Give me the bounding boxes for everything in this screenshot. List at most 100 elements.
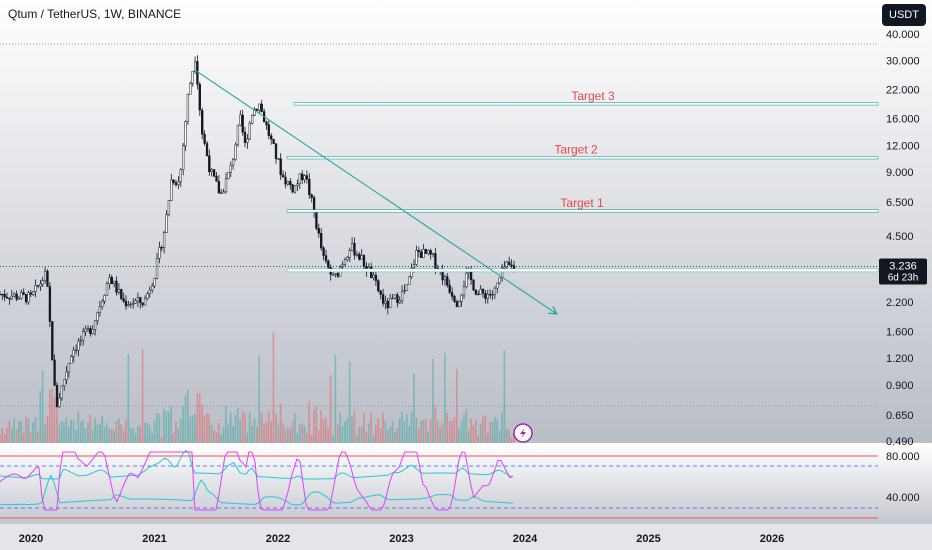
candle	[227, 171, 230, 180]
volume-bar	[463, 414, 465, 443]
volume-bar	[137, 426, 139, 443]
countdown-label: 6d 23h	[888, 273, 919, 284]
volume-bar	[494, 417, 496, 443]
candle	[96, 311, 99, 325]
volume-bar	[172, 433, 175, 443]
volume-bar	[220, 434, 222, 443]
volume-bar	[39, 391, 42, 443]
flash-icon[interactable]	[513, 423, 533, 443]
candle	[320, 228, 323, 251]
volume-bar	[341, 426, 344, 443]
volume-bar	[113, 430, 115, 443]
currency-button[interactable]: USDT	[882, 4, 926, 26]
volume-bar	[56, 404, 58, 443]
candle	[474, 289, 478, 296]
volume-bar	[444, 353, 446, 443]
candle	[472, 279, 475, 292]
last-price-badge: 3.236 6d 23h	[879, 258, 927, 285]
volume-bar	[377, 418, 379, 443]
volume-bar	[379, 428, 382, 443]
volume-bar	[432, 358, 434, 443]
volume-bar	[365, 431, 368, 443]
volume-bar	[306, 432, 308, 443]
candle	[377, 279, 380, 293]
candle	[0, 290, 2, 296]
time-axis-label: 2024	[513, 533, 538, 545]
candle	[422, 244, 425, 259]
candle	[162, 230, 166, 254]
volume-bar	[386, 430, 389, 443]
volume-bar	[148, 425, 151, 443]
candle	[253, 107, 256, 117]
volume-bar	[410, 411, 413, 443]
candle	[286, 180, 290, 187]
candle	[462, 280, 466, 299]
volume-bar	[241, 411, 244, 443]
candle	[212, 169, 216, 178]
candle	[198, 81, 201, 116]
support-line[interactable]	[286, 268, 879, 273]
volume-bar	[406, 413, 408, 443]
candle	[105, 281, 109, 296]
candle	[446, 273, 449, 288]
candle	[79, 335, 82, 347]
candle	[177, 176, 180, 190]
target-1-line[interactable]	[286, 209, 879, 213]
volume-bar	[503, 350, 506, 443]
candle	[498, 277, 501, 285]
volume-bar	[394, 431, 396, 443]
candle	[146, 291, 149, 301]
volume-bars	[0, 332, 515, 443]
candle	[22, 288, 25, 296]
volume-bar	[513, 432, 515, 443]
volume-bar	[227, 424, 230, 443]
candle	[115, 276, 118, 296]
volume-bar	[451, 421, 453, 443]
volume-bar	[467, 429, 470, 443]
candle	[124, 295, 128, 310]
volume-bar	[165, 411, 168, 443]
volume-bar	[127, 354, 130, 443]
candle	[427, 249, 430, 256]
candle	[77, 338, 80, 357]
candle	[220, 189, 223, 194]
volume-bar	[108, 428, 111, 443]
time-axis[interactable]: 2020 2021 2022 2023 2024 2025 2026	[19, 533, 784, 545]
candle	[8, 297, 11, 305]
volume-bar	[422, 419, 425, 443]
volume-bar	[239, 419, 241, 443]
volume-bar	[429, 419, 432, 443]
candle	[101, 299, 104, 310]
candle	[455, 299, 459, 308]
target-3-line[interactable]	[293, 102, 879, 106]
candle	[82, 327, 85, 346]
volume-bar	[103, 426, 106, 443]
symbol-title[interactable]: Qtum / TetherUS, 1W, BINANCE	[8, 7, 182, 21]
volume-bar	[360, 426, 363, 443]
volume-bar	[70, 419, 72, 443]
price-axis[interactable]: 40.000 30.000 22.000 16.000 12.000 9.000 6.500…	[886, 29, 920, 448]
candle	[132, 298, 135, 309]
volume-bar	[334, 354, 337, 443]
target-2-line[interactable]	[286, 156, 879, 160]
volume-bar	[296, 433, 299, 443]
candle	[448, 279, 451, 294]
volume-bar	[408, 425, 410, 443]
volume-bar	[477, 435, 479, 443]
volume-bar	[196, 392, 199, 443]
volume-bar	[375, 425, 377, 443]
target-lines[interactable]	[286, 102, 879, 273]
volume-bar	[201, 404, 203, 443]
price-axis-label: 16.000	[886, 114, 920, 126]
volume-bar	[434, 406, 437, 443]
volume-bar	[0, 434, 1, 443]
candle	[117, 283, 121, 295]
candle	[360, 249, 363, 260]
volume-bar	[75, 430, 77, 443]
downtrend-arrow-line[interactable]	[194, 69, 556, 313]
target-2-label: Target 2	[554, 143, 598, 157]
candle	[458, 300, 461, 308]
volume-bar	[187, 389, 189, 443]
